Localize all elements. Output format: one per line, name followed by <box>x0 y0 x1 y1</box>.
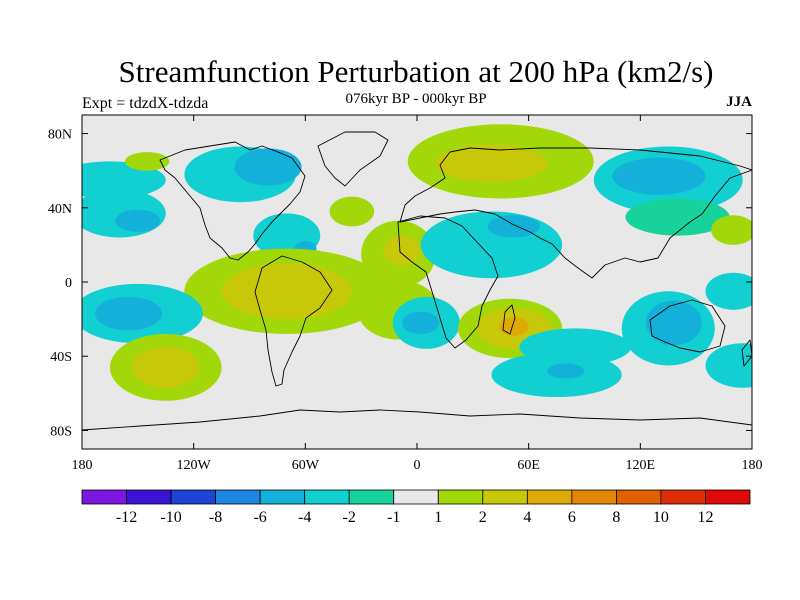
colorbar: -12 -10 -8 -6 -4 -2 -1 1 2 4 6 8 10 12 <box>81 489 751 526</box>
field-region-24 <box>95 296 163 331</box>
colorbar-label: -10 <box>160 509 181 526</box>
field-region-3 <box>82 161 166 199</box>
colorbar-label: -2 <box>343 509 356 526</box>
colorbar-label: 1 <box>434 509 442 526</box>
field-region-4 <box>124 152 170 171</box>
coastline-north-america <box>159 141 306 261</box>
colorbar-label: 6 <box>568 509 576 526</box>
field-region-38 <box>705 272 752 310</box>
colorbar-swatch <box>393 489 439 505</box>
y-tick-label: 80S <box>50 424 72 439</box>
colorbar-swatch <box>304 489 350 505</box>
y-tick-label: 80N <box>48 128 72 143</box>
y-axis: 80N 40N 0 40S 80S <box>48 128 752 439</box>
coastline-australia <box>649 299 726 353</box>
y-tick-label: 40N <box>48 202 72 217</box>
colorbar-swatch <box>482 489 528 505</box>
y-tick-label: 40S <box>50 350 72 365</box>
colorbar-swatch <box>526 489 573 505</box>
field-region-15 <box>487 215 540 238</box>
field-region-34 <box>547 363 585 379</box>
coastline-new-zealand <box>741 339 752 367</box>
x-tick-label: 180 <box>742 458 763 473</box>
colorbar-swatch <box>660 489 706 505</box>
coastline-eurasia <box>399 147 752 279</box>
x-tick-label: 180 <box>72 458 93 473</box>
colorbar-swatch <box>170 489 216 505</box>
colorbar-swatch <box>616 489 662 505</box>
field-region-18 <box>625 198 730 236</box>
field-region-21 <box>221 263 352 320</box>
coastline-madagascar <box>502 304 516 335</box>
colorbar-swatch <box>705 489 751 505</box>
field-region-37 <box>705 343 752 388</box>
colorbar-label: 4 <box>523 509 531 526</box>
colorbar-label: 12 <box>697 509 713 526</box>
colorbar-swatch <box>437 489 484 505</box>
field-region-26 <box>132 346 200 388</box>
field-region-17 <box>612 157 706 195</box>
field-region-19 <box>711 215 752 245</box>
colorbar-swatch <box>348 489 395 505</box>
x-tick-label: 120E <box>626 458 656 473</box>
x-axis: 180 120W 60W 0 60E 120E 180 <box>72 115 763 473</box>
experiment-label: Expt = tdzdX-tdzda <box>82 95 208 112</box>
colorbar-label: -4 <box>298 509 311 526</box>
colorbar-swatch <box>259 489 306 505</box>
field-region-28 <box>402 311 440 334</box>
coastline-antarctica <box>82 409 752 431</box>
colorbar-label: -12 <box>116 509 137 526</box>
colorbar-label: 10 <box>653 509 669 526</box>
x-tick-label: 0 <box>414 458 421 473</box>
x-tick-label: 60W <box>292 458 320 473</box>
colorbar-label: -1 <box>387 509 400 526</box>
colorbar-swatch <box>571 489 617 505</box>
chart-subtitle: 076kyr BP - 000kyr BP <box>345 91 486 107</box>
field-region-2 <box>234 148 302 186</box>
field-region-11 <box>383 235 421 266</box>
colorbar-label: 8 <box>612 509 620 526</box>
field-region-6 <box>115 209 161 232</box>
colorbar-label: 2 <box>479 509 487 526</box>
contour-fill-layer <box>82 124 752 401</box>
field-region-31 <box>498 317 529 336</box>
coastlines <box>82 131 752 431</box>
x-tick-label: 60E <box>517 458 540 473</box>
chart-title: Streamfunction Perturbation at 200 hPa (… <box>119 54 714 89</box>
colorbar-label: -6 <box>253 509 266 526</box>
season-label: JJA <box>726 94 752 110</box>
field-region-13 <box>435 144 548 182</box>
colorbar-swatch <box>81 489 127 505</box>
colorbar-swatch <box>215 489 261 505</box>
coastline-greenland <box>317 131 389 187</box>
colorbar-label: -8 <box>209 509 222 526</box>
colorbar-swatch <box>126 489 172 505</box>
coastline-south-america <box>254 255 333 387</box>
field-region-36 <box>645 300 702 346</box>
y-tick-label: 0 <box>65 276 72 291</box>
coastline-africa <box>397 215 499 349</box>
x-tick-label: 120W <box>177 458 212 473</box>
field-region-9 <box>329 196 375 227</box>
